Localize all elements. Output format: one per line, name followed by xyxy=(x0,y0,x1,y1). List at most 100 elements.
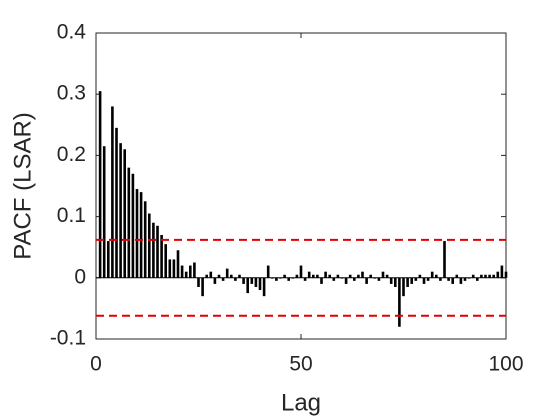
bar xyxy=(463,277,467,281)
bar xyxy=(221,277,225,281)
bar xyxy=(135,189,139,278)
bar xyxy=(234,277,237,281)
bar xyxy=(250,277,254,284)
bar xyxy=(168,259,172,278)
bar xyxy=(127,167,131,278)
bar xyxy=(307,271,311,278)
bar xyxy=(488,274,491,278)
bar xyxy=(217,274,221,278)
y-tick-label: 0 xyxy=(74,265,86,288)
bar xyxy=(320,277,323,284)
bar xyxy=(435,274,438,278)
bar xyxy=(295,274,299,278)
bar xyxy=(410,277,413,284)
bar xyxy=(213,277,217,284)
bar xyxy=(377,277,381,281)
bar xyxy=(184,271,188,278)
bar xyxy=(299,265,303,278)
y-tick-label: 0.2 xyxy=(57,143,86,166)
bar xyxy=(225,268,229,278)
bar xyxy=(447,277,450,281)
bar xyxy=(107,241,110,278)
bar xyxy=(164,244,167,278)
y-tick-label: 0.1 xyxy=(57,204,86,227)
bar xyxy=(414,277,418,281)
bar xyxy=(238,274,241,278)
bar xyxy=(369,274,372,278)
bar xyxy=(430,271,434,278)
bar xyxy=(496,271,500,278)
bar xyxy=(201,277,204,297)
bar xyxy=(148,213,151,278)
bar xyxy=(484,274,487,278)
x-tick-label: 50 xyxy=(289,353,312,376)
bar xyxy=(312,274,315,278)
y-tick-label: -0.1 xyxy=(50,327,86,350)
bar xyxy=(381,271,385,278)
bar xyxy=(361,271,364,278)
bar xyxy=(316,274,319,278)
bar xyxy=(422,277,426,284)
bar xyxy=(373,277,377,279)
bar xyxy=(205,274,208,278)
bar xyxy=(398,277,401,327)
y-tick-label: 0.3 xyxy=(57,82,86,105)
bar xyxy=(197,277,200,287)
bar xyxy=(102,146,106,278)
bar xyxy=(324,271,327,278)
bar xyxy=(348,274,352,278)
bar xyxy=(353,277,356,281)
bar xyxy=(262,277,266,297)
bar xyxy=(344,277,348,284)
bar xyxy=(176,250,180,278)
bar xyxy=(98,91,102,278)
bar xyxy=(152,222,155,278)
bar xyxy=(451,277,454,284)
bar xyxy=(193,262,196,278)
bar xyxy=(402,277,405,297)
bar xyxy=(139,192,143,278)
bar xyxy=(266,265,270,278)
bar xyxy=(426,277,430,281)
bar xyxy=(406,277,409,287)
bar xyxy=(230,274,233,278)
bar xyxy=(471,274,475,278)
bar xyxy=(336,274,340,278)
bar xyxy=(279,277,282,279)
bar xyxy=(123,149,126,278)
bar xyxy=(160,234,163,278)
bar xyxy=(275,277,278,281)
bar xyxy=(156,225,159,278)
bar xyxy=(291,277,295,279)
bar xyxy=(385,274,389,278)
x-axis-label: Lag xyxy=(281,389,321,416)
y-tick-label: 0.4 xyxy=(57,21,87,44)
bar xyxy=(455,274,459,278)
bar xyxy=(389,277,393,284)
bar xyxy=(459,277,463,284)
bar xyxy=(480,274,483,278)
bar xyxy=(328,274,331,278)
bar xyxy=(111,106,114,278)
bar xyxy=(283,274,286,278)
bar xyxy=(332,277,336,281)
bar xyxy=(365,277,368,284)
bar xyxy=(467,277,471,279)
bar xyxy=(357,274,360,278)
bar xyxy=(131,173,135,278)
y-axis-label: PACF (LSAR) xyxy=(9,112,36,260)
bar xyxy=(492,274,495,278)
bar xyxy=(476,277,479,281)
bar xyxy=(254,277,258,287)
x-tick-label: 100 xyxy=(488,353,523,376)
bar xyxy=(439,277,442,281)
bar xyxy=(189,265,192,278)
bar xyxy=(418,274,422,278)
bar xyxy=(287,277,290,281)
bar xyxy=(246,277,249,294)
bar xyxy=(340,277,344,279)
bar xyxy=(271,277,274,279)
bar xyxy=(143,201,147,278)
bar xyxy=(119,143,122,278)
